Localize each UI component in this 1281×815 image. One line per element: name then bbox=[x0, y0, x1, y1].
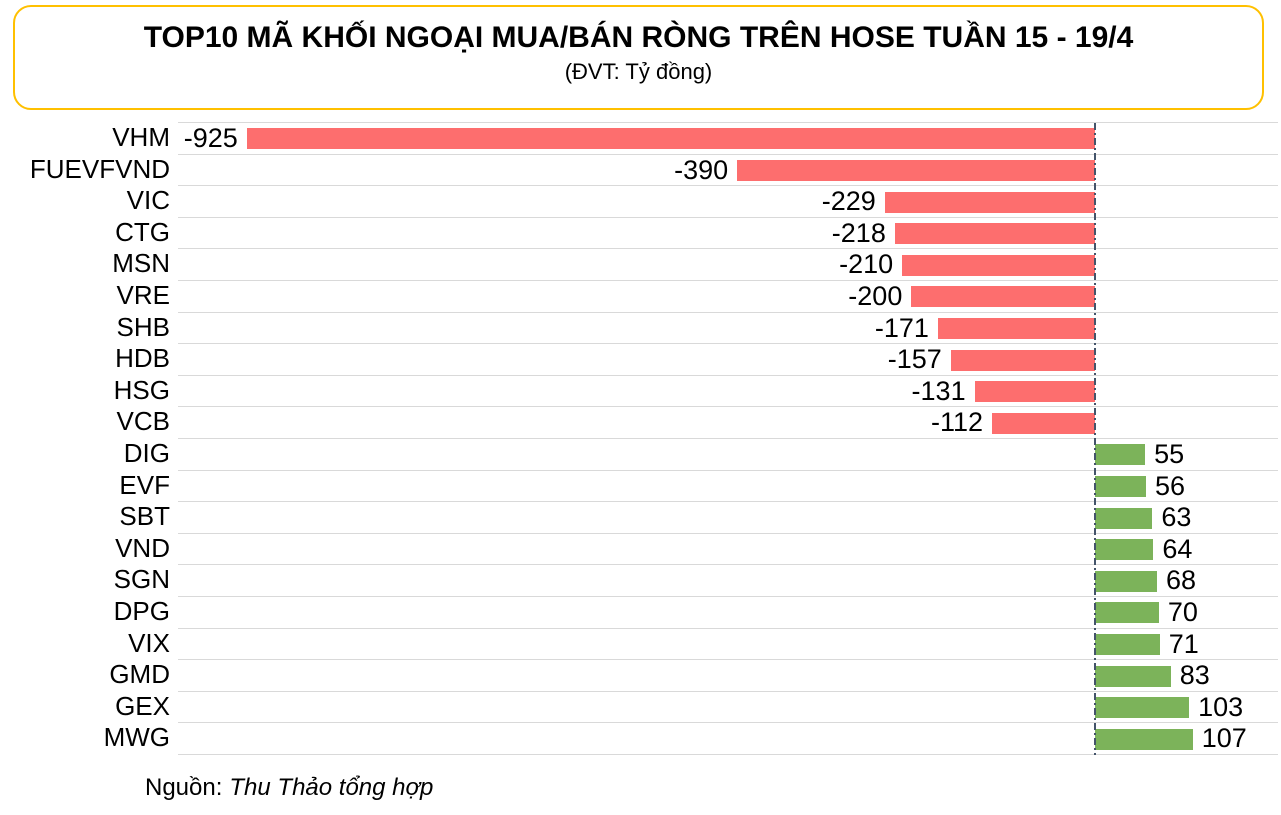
category-label-SBT: SBT bbox=[119, 501, 170, 532]
gridline bbox=[178, 218, 1278, 250]
value-label-SGN: 68 bbox=[1166, 565, 1197, 596]
bar-SGN bbox=[1094, 570, 1157, 592]
gridline bbox=[178, 407, 1278, 439]
category-label-EVF: EVF bbox=[119, 469, 170, 500]
gridline bbox=[178, 502, 1278, 534]
bar-HSG bbox=[974, 381, 1095, 403]
gridline bbox=[178, 439, 1278, 471]
bar-VHM bbox=[246, 128, 1095, 150]
plot-area: -925 -390 -229 -218 -210 -200 -171 -157 -131 -112… bbox=[178, 122, 1278, 755]
gridline bbox=[178, 565, 1278, 597]
title-box: TOP10 MÃ KHỐI NGOẠI MUA/BÁN RÒNG TRÊN HO… bbox=[13, 5, 1264, 110]
value-label-HDB: -157 bbox=[887, 344, 942, 375]
value-label-VHM: -925 bbox=[183, 123, 238, 153]
source-label: Nguồn: bbox=[145, 774, 223, 801]
gridline bbox=[178, 123, 1278, 155]
gridline bbox=[178, 534, 1278, 566]
bar-VCB bbox=[992, 412, 1095, 434]
category-label-VHM: VHM bbox=[112, 122, 170, 152]
bar-VIC bbox=[884, 191, 1095, 213]
value-label-GEX: 103 bbox=[1198, 691, 1244, 722]
category-axis: VHM FUEVFVND VIC CTG MSN VRE SHB HDB HSG VCB DIG EV… bbox=[0, 122, 170, 754]
bar-SBT bbox=[1094, 507, 1153, 529]
category-label-HSG: HSG bbox=[113, 374, 170, 405]
category-label-FUEVFVND: FUEVFVND bbox=[29, 153, 170, 184]
gridline bbox=[178, 313, 1278, 345]
value-label-VIC: -229 bbox=[821, 186, 876, 217]
category-label-HDB: HDB bbox=[115, 343, 170, 374]
bar-CTG bbox=[894, 223, 1095, 245]
source-note: Nguồn: Thu Thảo tổng hợp bbox=[145, 772, 433, 804]
gridline bbox=[178, 249, 1278, 281]
value-label-CTG: -218 bbox=[831, 217, 886, 248]
chart-subtitle: (ĐVT: Tỷ đồng) bbox=[564, 59, 713, 84]
value-label-MWG: 107 bbox=[1201, 723, 1247, 754]
gridline bbox=[178, 660, 1278, 692]
value-label-VCB: -112 bbox=[930, 407, 983, 438]
value-label-HSG: -131 bbox=[911, 375, 966, 406]
bar-DIG bbox=[1094, 444, 1146, 466]
gridline bbox=[178, 186, 1278, 218]
category-label-VCB: VCB bbox=[116, 406, 170, 437]
value-label-VND: 64 bbox=[1162, 533, 1193, 564]
bar-GEX bbox=[1094, 697, 1190, 719]
value-label-DPG: 70 bbox=[1167, 597, 1198, 627]
gridline bbox=[178, 471, 1278, 503]
source-name: Thu Thảo tổng hợp bbox=[229, 774, 434, 801]
zero-axis-line bbox=[1093, 123, 1096, 755]
bar-HDB bbox=[950, 349, 1095, 371]
value-label-VRE: -200 bbox=[848, 281, 903, 311]
category-label-VIX: VIX bbox=[128, 627, 170, 658]
bar-EVF bbox=[1094, 475, 1146, 497]
category-label-VRE: VRE bbox=[116, 280, 170, 310]
category-label-MWG: MWG bbox=[103, 722, 170, 753]
bar-VIX bbox=[1094, 633, 1160, 655]
category-label-SGN: SGN bbox=[113, 564, 170, 595]
value-label-DIG: 55 bbox=[1154, 439, 1185, 469]
bar-SHB bbox=[937, 317, 1095, 339]
bar-MWG bbox=[1094, 728, 1193, 750]
category-label-CTG: CTG bbox=[115, 216, 170, 247]
category-label-DPG: DPG bbox=[113, 596, 170, 626]
gridline bbox=[178, 281, 1278, 313]
bar-VND bbox=[1094, 539, 1154, 561]
category-label-VIC: VIC bbox=[126, 185, 170, 216]
value-label-SBT: 63 bbox=[1161, 502, 1192, 533]
gridline bbox=[178, 629, 1278, 661]
bar-VRE bbox=[911, 286, 1095, 308]
value-label-SHB: -171 bbox=[874, 312, 929, 343]
bar-DPG bbox=[1094, 602, 1159, 624]
bar-GMD bbox=[1094, 665, 1171, 687]
value-label-GMD: 83 bbox=[1179, 660, 1210, 691]
gridline bbox=[178, 597, 1278, 629]
gridline bbox=[178, 723, 1278, 755]
category-label-VND: VND bbox=[115, 532, 170, 563]
category-label-GMD: GMD bbox=[109, 659, 170, 690]
value-label-FUEVFVND: -390 bbox=[674, 154, 729, 185]
gridline bbox=[178, 344, 1278, 376]
chart-title: TOP10 MÃ KHỐI NGOẠI MUA/BÁN RÒNG TRÊN HO… bbox=[143, 21, 1134, 54]
value-label-MSN: -210 bbox=[839, 249, 894, 280]
category-label-DIG: DIG bbox=[123, 438, 170, 468]
category-label-MSN: MSN bbox=[112, 248, 170, 279]
gridline bbox=[178, 376, 1278, 408]
gridline bbox=[178, 155, 1278, 187]
category-label-GEX: GEX bbox=[115, 690, 170, 721]
bar-FUEVFVND bbox=[737, 159, 1095, 181]
bar-MSN bbox=[902, 254, 1095, 276]
category-label-SHB: SHB bbox=[116, 311, 170, 342]
value-label-VIX: 71 bbox=[1168, 628, 1199, 659]
value-label-EVF: 56 bbox=[1155, 470, 1186, 501]
gridline bbox=[178, 692, 1278, 724]
